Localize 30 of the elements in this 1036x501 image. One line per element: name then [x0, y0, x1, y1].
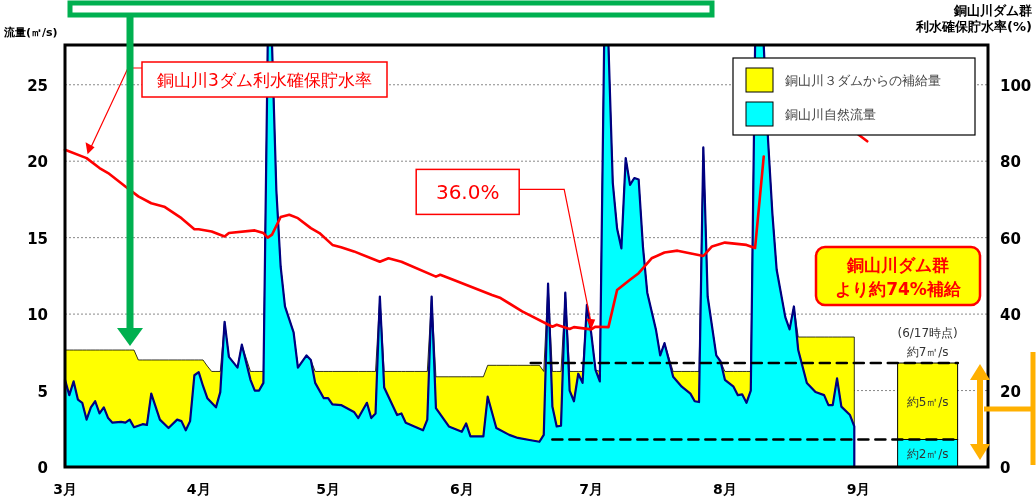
y-tick-label: 15 — [27, 229, 48, 248]
y2-tick-label: 60 — [1000, 229, 1021, 248]
legend-label: 銅山川自然流量 — [785, 107, 876, 122]
x-tick-label: 4月 — [186, 481, 211, 497]
y2-tick-label: 40 — [1000, 306, 1021, 325]
x-tick-label: 9月 — [846, 481, 871, 497]
annotation: 銅山川ダム群より約74%補給 — [835, 255, 962, 299]
annotation: 約7㎥/s — [906, 345, 949, 360]
y-tick-label: 25 — [27, 76, 48, 95]
y2-axis-title: 銅山川ダム群利水確保貯水率(%) — [915, 3, 1032, 34]
data-label: 約5㎥/s — [906, 395, 949, 410]
y-tick-label: 0 — [37, 459, 48, 477]
x-tick-label: 6月 — [449, 481, 474, 497]
text: 銅山川3ダム利水確保貯水率 — [157, 70, 372, 90]
x-tick-label: 5月 — [316, 481, 340, 497]
x-tick-label: 7月 — [579, 481, 604, 497]
x-tick-label: 8月 — [713, 481, 737, 497]
y-axis-title: 流量(㎥/s) — [3, 26, 58, 39]
y2-tick-label: 80 — [1000, 153, 1021, 172]
y-tick-label: 10 — [27, 306, 48, 325]
y2-tick-label: 0 — [1000, 459, 1011, 477]
y2-tick-label: 100 — [1000, 76, 1032, 95]
y-tick-label: 20 — [27, 153, 48, 172]
annotation: 36.0% — [435, 180, 500, 205]
x-tick-label: 3月 — [53, 481, 77, 497]
y2-tick-label: 20 — [1000, 382, 1021, 401]
y-tick-label: 5 — [37, 382, 48, 401]
annotation: (6/17時点) — [897, 326, 958, 341]
legend-label: 銅山川３ダムからの補給量 — [785, 73, 941, 88]
data-label: 約2㎥/s — [906, 447, 949, 462]
